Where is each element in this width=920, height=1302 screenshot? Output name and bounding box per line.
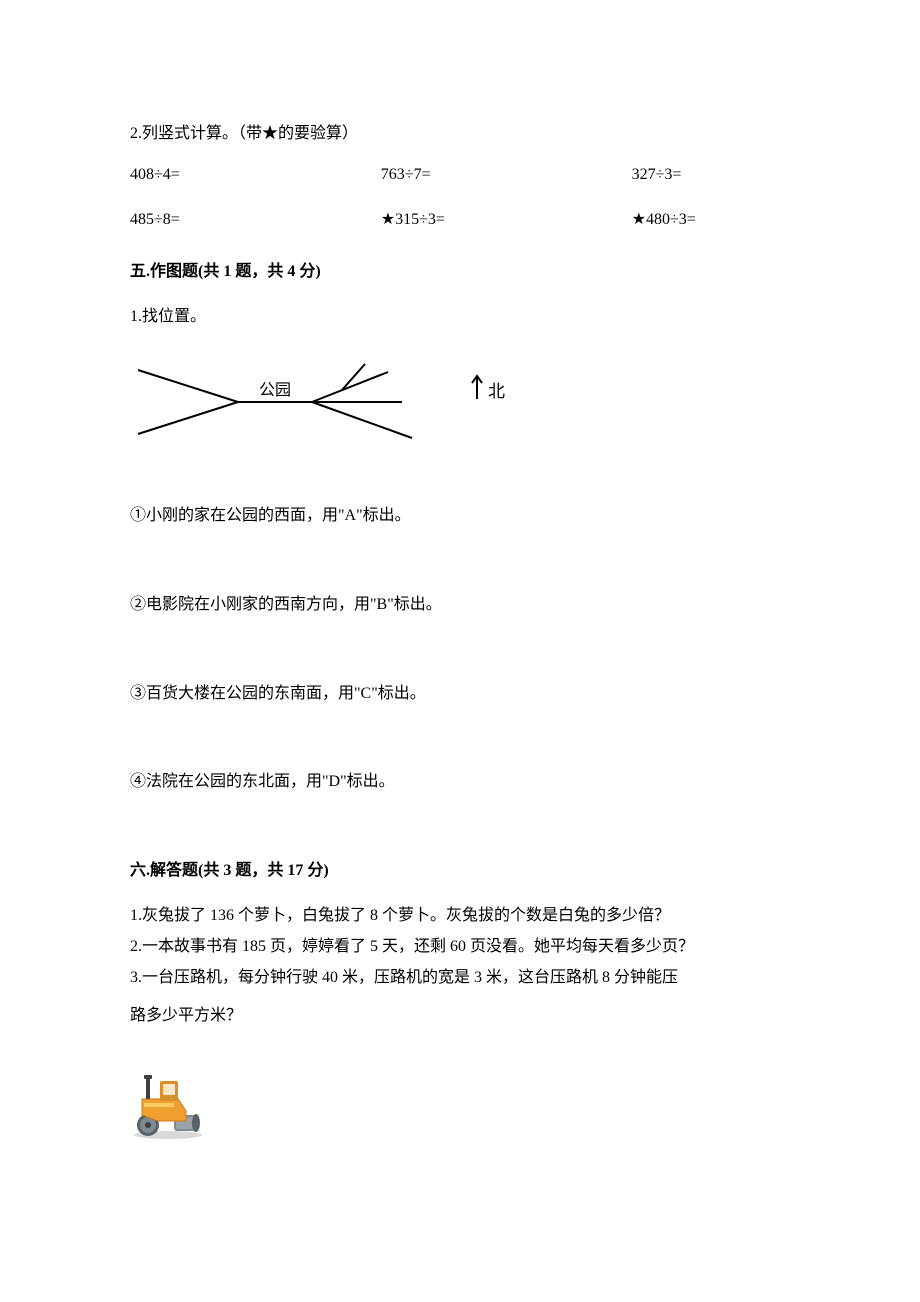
equation-480-3: ★480÷3= xyxy=(632,206,790,235)
north-indicator: 北 xyxy=(470,373,505,432)
section-5-header: 五.作图题(共 1 题，共 4 分) xyxy=(130,258,790,287)
park-label: 公园 xyxy=(259,382,291,399)
north-arrow-icon xyxy=(470,373,484,412)
equation-485-8: 485÷8= xyxy=(130,206,381,235)
sub-question-1: ①小刚的家在公园的西面，用"A"标出。 xyxy=(130,502,790,531)
solve-question-2: 2.一本故事书有 185 页，婷婷看了 5 天，还剩 60 页没看。她平均每天看… xyxy=(130,933,790,962)
north-label: 北 xyxy=(488,377,505,408)
equation-408-4: 408÷4= xyxy=(130,161,381,190)
question-5-1-title: 1.找位置。 xyxy=(130,303,790,332)
equation-row-2: 485÷8= ★315÷3= ★480÷3= xyxy=(130,206,790,235)
solve-question-3-line2: 路多少平方米？ xyxy=(130,1002,790,1031)
equation-763-7: 763÷7= xyxy=(381,161,632,190)
sub-question-4: ④法院在公园的东北面，用"D"标出。 xyxy=(130,768,790,797)
sub-question-3: ③百货大楼在公园的东南面，用"C"标出。 xyxy=(130,680,790,709)
equation-row-1: 408÷4= 763÷7= 327÷3= xyxy=(130,161,790,190)
diagram-row: 公园 北 xyxy=(130,352,790,452)
solve-question-3-line1: 3.一台压路机，每分钟行驶 40 米，压路机的宽是 3 米，这台压路机 8 分钟… xyxy=(130,964,790,993)
solve-question-1: 1.灰兔拔了 136 个萝卜，白兔拔了 8 个萝卜。灰兔拔的个数是白兔的多少倍？ xyxy=(130,902,790,931)
park-diagram: 公园 xyxy=(130,352,420,452)
section-6-header: 六.解答题(共 3 题，共 17 分) xyxy=(130,857,790,886)
equation-315-3: ★315÷3= xyxy=(381,206,632,235)
sub-question-2: ②电影院在小刚家的西南方向，用"B"标出。 xyxy=(130,591,790,620)
equation-327-3: 327÷3= xyxy=(632,161,790,190)
road-roller-icon xyxy=(130,1071,210,1141)
question-2-title: 2.列竖式计算。（带★的要验算） xyxy=(130,120,790,149)
